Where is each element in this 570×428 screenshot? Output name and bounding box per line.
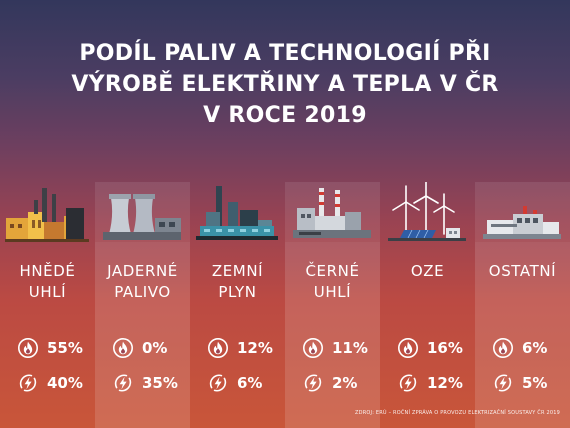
flame-icon [398,338,418,358]
category-other: OSTATNÍ 6% 5% [475,182,570,428]
bolt-icon [18,373,38,393]
power-share: 2% [303,372,377,394]
bolt-icon [113,373,133,393]
category-label: JADERNÉ PALIVO [107,262,178,301]
flame-icon [113,338,133,358]
gas-power-plant-illustration [196,186,278,240]
power-share: 6% [208,372,282,394]
flame-icon [208,338,228,358]
source-note: ZDROJ: ERÚ – ROČNÍ ZPRÁVA O PROVOZU ELEK… [355,410,560,416]
fuel-share: 55% [18,337,92,359]
category-label: ČERNÉ UHLÍ [305,262,360,301]
power-share: 35% [113,372,187,394]
bolt-icon [493,373,513,393]
bolt-icon [208,373,228,393]
category-label: OSTATNÍ [488,262,557,280]
fuel-share: 6% [493,337,567,359]
power-share: 5% [493,372,567,394]
category-label: ZEMNÍ PLYN [211,262,264,301]
industrial-building-illustration [483,206,561,239]
categories-row: HNĚDÉ UHLÍ 55% 40% JADERNÉ PALIVO [0,182,570,428]
flame-icon [303,338,323,358]
fuel-share: 12% [208,337,282,359]
bolt-icon [303,373,323,393]
coal-power-plant-illustration [293,188,371,238]
category-renewables: OZE 16% 12% [380,182,475,428]
flame-icon [493,338,513,358]
category-label: HNĚDÉ UHLÍ [19,262,76,301]
nuclear-power-plant-illustration [103,194,181,240]
coal-power-plant-illustration [5,188,89,242]
fuel-share: 0% [113,337,187,359]
title-line-2: VÝROBĚ ELEKTŘINY A TEPLA V ČR [71,72,499,97]
power-share: 12% [398,372,472,394]
flame-icon [18,338,38,358]
title-line-3: V ROCE 2019 [203,103,367,128]
title-line-1: PODÍL PALIV A TECHNOLOGIÍ PŘI [79,41,491,66]
wind-solar-illustration [388,182,466,241]
page-title: PODÍL PALIV A TECHNOLOGIÍ PŘI VÝROBĚ ELE… [0,38,570,131]
category-black-coal: ČERNÉ UHLÍ 11% 2% [285,182,380,428]
fuel-share: 16% [398,337,472,359]
category-brown-coal: HNĚDÉ UHLÍ 55% 40% [0,182,95,428]
category-nuclear: JADERNÉ PALIVO 0% 35% [95,182,190,428]
category-label: OZE [410,262,445,280]
bolt-icon [398,373,418,393]
power-share: 40% [18,372,92,394]
category-natural-gas: ZEMNÍ PLYN 12% 6% [190,182,285,428]
fuel-share: 11% [303,337,377,359]
